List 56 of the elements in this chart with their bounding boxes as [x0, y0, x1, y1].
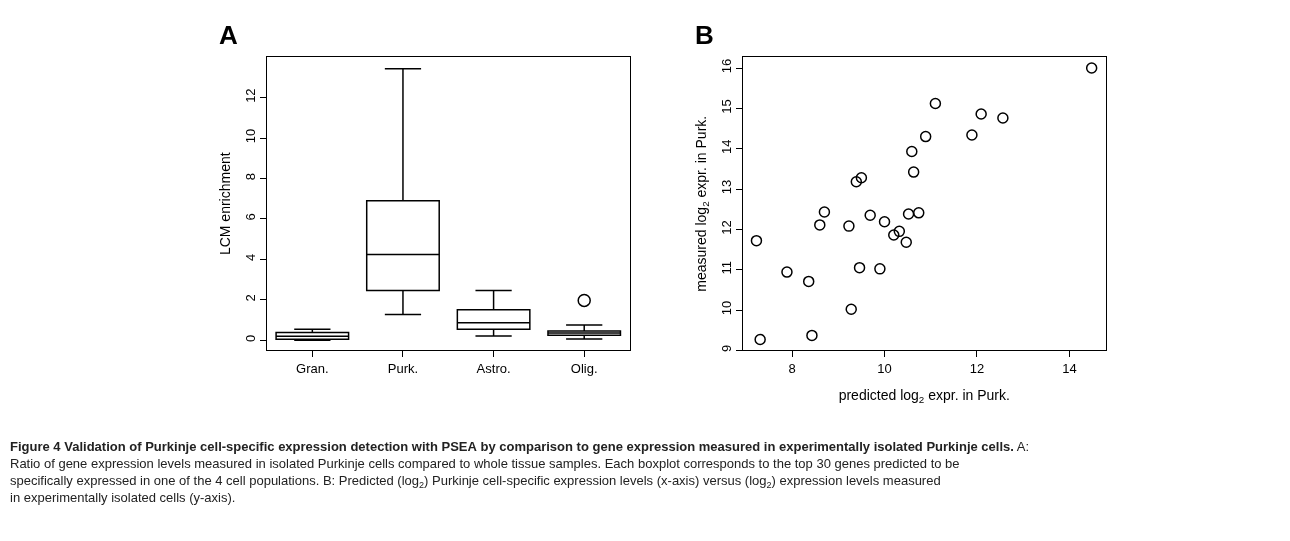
point: [888, 229, 900, 241]
y-axis-title: LCM enrichment: [217, 152, 234, 256]
point: [781, 266, 793, 278]
point: [1085, 62, 1098, 74]
point: [929, 97, 942, 110]
point: [874, 263, 886, 275]
point: [907, 166, 920, 178]
x-tick-label: 14: [1062, 360, 1077, 376]
point: [906, 145, 918, 158]
text: Figure 4 Validation of Purkinje cell-specific expression detection with PSEA by comparison to gene expression measured in experimentally isolated Purkinje cells.: [10, 439, 1014, 454]
y-tick-label: 0: [242, 334, 258, 342]
x-tick-label: 12: [969, 360, 985, 376]
point: [750, 234, 763, 247]
y-tick-label: 10: [718, 300, 734, 316]
y-tick-label: 15: [718, 99, 734, 114]
y-tick-label: 10: [242, 128, 258, 144]
point: [853, 261, 866, 274]
point: [997, 112, 1009, 124]
y-tick-label: 2: [242, 294, 258, 302]
point: [912, 207, 925, 219]
x-axis-title: predicted log$_{2}$ expr. in Purk.: [838, 387, 1010, 406]
x-tick-label: Purk.: [387, 360, 419, 376]
chart-title: B: [695, 20, 714, 50]
point: [843, 220, 855, 232]
chart-title: A: [219, 20, 238, 50]
point: [966, 129, 978, 141]
point: [900, 236, 912, 249]
y-tick-label: 8: [242, 172, 258, 181]
y-tick-label: 12: [242, 88, 258, 103]
y-tick-label: 9: [718, 344, 734, 353]
point: [754, 333, 766, 346]
y-tick-label: 14: [718, 139, 734, 154]
x-tick-label: Gran.: [296, 360, 329, 376]
y-tick-label: 16: [718, 58, 734, 74]
point: [802, 275, 815, 288]
x-tick-label: 10: [877, 360, 892, 376]
x-tick-label: Olig.: [570, 360, 598, 376]
point: [893, 225, 906, 238]
x-tick-label: 8: [788, 360, 796, 376]
point: [855, 171, 868, 184]
y-tick-label: 12: [718, 220, 734, 235]
point: [818, 206, 831, 218]
point: [902, 208, 915, 220]
point: [806, 329, 818, 342]
point: [919, 130, 932, 143]
point: [975, 108, 987, 120]
point: [864, 209, 876, 221]
x-tick-label: Astro.: [476, 360, 511, 376]
y-tick-label: 11: [718, 260, 734, 275]
y-tick-label: 4: [242, 253, 258, 262]
point: [814, 219, 826, 231]
point: [850, 176, 863, 188]
point: [878, 215, 891, 228]
point: [845, 303, 857, 315]
y-tick-label: 6: [242, 213, 258, 221]
y-tick-label: 13: [718, 179, 734, 195]
